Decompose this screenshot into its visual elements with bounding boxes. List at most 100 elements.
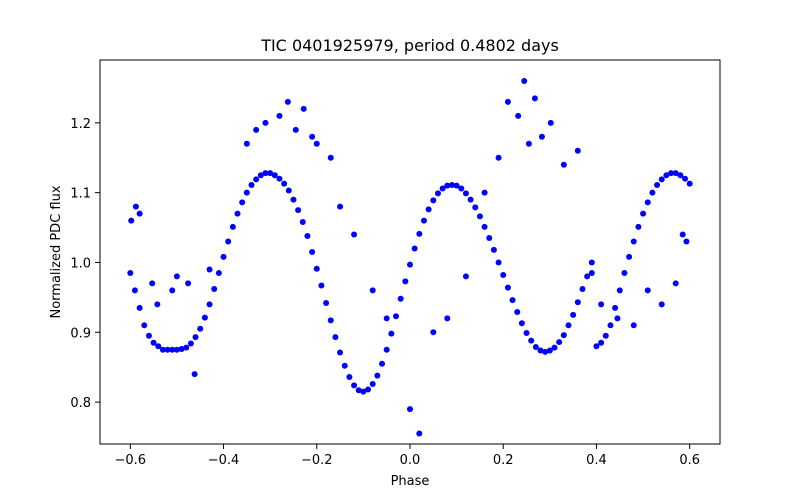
data-point xyxy=(574,147,581,154)
data-point xyxy=(504,284,511,291)
data-point xyxy=(183,344,190,351)
data-point xyxy=(383,315,390,322)
data-point xyxy=(267,170,274,177)
data-point xyxy=(444,182,451,189)
data-point xyxy=(616,287,623,294)
data-point xyxy=(654,181,661,188)
y-tick-label: 1.0 xyxy=(70,256,91,271)
data-point xyxy=(486,235,493,242)
data-point xyxy=(672,170,679,177)
data-point xyxy=(379,360,386,367)
data-point xyxy=(262,119,269,126)
data-point xyxy=(178,346,185,353)
data-point xyxy=(197,325,204,332)
data-point xyxy=(458,185,465,192)
data-point xyxy=(393,313,400,320)
data-point xyxy=(388,330,395,337)
data-point xyxy=(187,340,194,347)
data-point xyxy=(243,189,250,196)
x-tick-label: −0.6 xyxy=(115,453,147,468)
data-point xyxy=(551,344,558,351)
data-point xyxy=(411,245,418,252)
data-point xyxy=(626,253,633,260)
data-point xyxy=(295,207,302,214)
data-point xyxy=(192,334,199,341)
data-point xyxy=(504,98,511,105)
data-point xyxy=(531,95,538,102)
data-point xyxy=(253,126,260,133)
data-point xyxy=(271,172,278,179)
data-point xyxy=(149,280,156,287)
data-point xyxy=(128,217,135,224)
data-point xyxy=(164,346,171,353)
data-point xyxy=(292,126,299,133)
y-tick-label: 1.2 xyxy=(70,117,91,132)
data-point xyxy=(532,343,539,350)
data-point xyxy=(173,346,180,353)
data-point xyxy=(407,406,413,413)
data-point xyxy=(635,223,642,230)
data-point xyxy=(677,172,684,179)
data-point xyxy=(234,210,241,217)
data-point xyxy=(686,180,693,187)
data-point xyxy=(537,347,544,354)
data-point xyxy=(448,181,455,188)
y-tick-label: 1.1 xyxy=(70,187,91,202)
data-point xyxy=(332,334,339,341)
data-point xyxy=(346,373,353,380)
data-point xyxy=(351,231,358,238)
data-point xyxy=(239,199,246,206)
data-point xyxy=(495,154,502,161)
data-point xyxy=(472,204,479,211)
data-point xyxy=(155,343,162,350)
data-point xyxy=(136,304,143,311)
x-axis-ticks: −0.6 −0.4 −0.2 0.0 0.2 0.4 0.6 xyxy=(115,444,700,468)
data-point xyxy=(525,140,532,147)
data-point xyxy=(658,301,665,308)
data-point xyxy=(538,133,545,140)
data-point xyxy=(365,386,372,393)
data-point xyxy=(154,301,161,308)
data-point xyxy=(360,388,367,395)
data-point xyxy=(145,332,152,339)
data-point xyxy=(658,176,665,183)
data-point xyxy=(136,210,143,217)
data-point xyxy=(630,238,637,245)
data-point xyxy=(683,238,690,245)
data-point xyxy=(313,140,320,147)
data-point xyxy=(416,230,423,237)
data-point xyxy=(304,232,311,239)
data-point xyxy=(668,170,675,177)
data-point xyxy=(402,278,409,285)
data-point xyxy=(528,337,535,344)
data-point xyxy=(276,112,283,119)
data-point xyxy=(206,266,213,273)
data-point xyxy=(430,329,437,336)
data-point xyxy=(225,238,232,245)
data-point xyxy=(679,231,686,238)
data-point xyxy=(560,332,567,339)
data-point xyxy=(621,269,628,276)
data-point xyxy=(206,301,213,308)
data-point xyxy=(215,269,222,276)
data-point xyxy=(515,112,522,119)
data-point xyxy=(672,280,679,287)
data-point xyxy=(397,295,404,302)
data-point xyxy=(574,299,581,306)
data-point xyxy=(229,223,236,230)
data-point xyxy=(337,203,344,210)
data-point xyxy=(593,343,600,350)
data-point xyxy=(481,223,488,230)
data-point xyxy=(253,176,260,183)
data-point xyxy=(309,133,316,140)
data-point xyxy=(521,77,528,84)
data-point xyxy=(556,339,563,346)
x-tick-label: 0.4 xyxy=(586,453,607,468)
data-point xyxy=(327,317,334,324)
data-point xyxy=(644,287,651,294)
data-point xyxy=(127,269,134,276)
data-point xyxy=(355,387,362,394)
x-tick-label: 0.2 xyxy=(493,453,514,468)
